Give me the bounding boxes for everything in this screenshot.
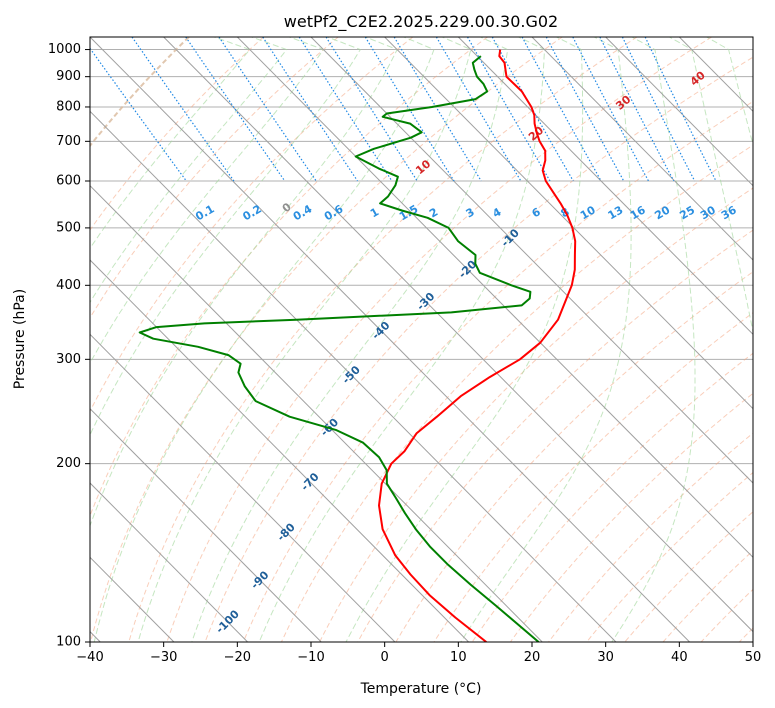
moist-adiabat-line: [137, 37, 472, 642]
x-axis-label: Temperature (°C): [360, 681, 482, 697]
x-tick-label: 20: [524, 650, 541, 665]
moist-adiabat-line: [90, 37, 251, 250]
dry-adiabat-line: [90, 37, 339, 319]
moist-adiabat-line: [345, 37, 584, 642]
temperature-series-line: [378, 49, 577, 642]
isotherm-line: [752, 37, 753, 38]
y-tick-label: 300: [56, 352, 81, 367]
moist-adiabat-line: [460, 37, 632, 642]
plot-background: [90, 37, 753, 642]
isotherm-line: [90, 333, 396, 642]
mixing-ratio-line: [644, 37, 717, 182]
mixing-ratio-line: [393, 37, 482, 182]
isotherm-line: [90, 259, 469, 642]
mixing-ratio-line: [262, 37, 359, 182]
x-tick-label: 30: [597, 650, 614, 665]
mixing-ratio-line: [599, 37, 675, 182]
y-tick-label: 200: [56, 456, 81, 471]
x-tick-label: −10: [297, 650, 324, 665]
x-tick-label: −30: [150, 650, 177, 665]
mixing-ratio-line: [325, 37, 418, 182]
mixing-ratio-line: [466, 37, 551, 182]
dry-adiabat-line: [204, 56, 753, 642]
isotherm-line: [236, 37, 753, 559]
moist-adiabat-line: [93, 37, 435, 642]
dry-adiabat-line: [128, 37, 638, 642]
x-tick-label: −40: [76, 650, 103, 665]
moist-adiabat-line: [191, 37, 509, 642]
dry-adiabat-line: [624, 511, 753, 642]
dewpoint-series-line: [138, 55, 540, 642]
dry-adiabat-line: [509, 392, 753, 642]
y-axis-label: Pressure (hPa): [12, 289, 28, 389]
plot-frame: [89, 36, 754, 643]
moist-adiabat-line: [90, 37, 398, 528]
mixing-ratio-line: [364, 37, 455, 182]
x-tick-label: 10: [450, 650, 467, 665]
isotherm-line: [384, 37, 753, 410]
mixing-ratio-line: [521, 37, 602, 182]
isotherm-line: [90, 407, 322, 642]
mixing-ratio-line: [185, 37, 286, 182]
x-tick-label: −20: [224, 650, 251, 665]
dry-adiabat-line: [319, 187, 753, 642]
dry-adiabat-line: [242, 100, 753, 642]
mixing-ratio-line: [621, 37, 696, 182]
y-tick-label: 900: [56, 69, 81, 84]
moist-adiabat-line: [90, 37, 362, 437]
y-tick-label: 500: [56, 220, 81, 235]
dry-adiabat-line: [395, 271, 753, 642]
moist-adiabat-line: [90, 37, 325, 365]
moist-adiabat-line: [705, 37, 753, 147]
mixing-ratio-line: [218, 37, 317, 182]
y-tick-label: 700: [56, 134, 81, 149]
isotherm-line: [163, 37, 753, 633]
isotherm-line: [90, 37, 690, 642]
mixing-ratio-line: [545, 37, 625, 182]
mixing-ratio-line: [90, 47, 187, 182]
moist-adiabat-line: [668, 37, 753, 335]
mixing-ratio-line: [572, 37, 650, 182]
moist-adiabat-line: [90, 37, 288, 304]
isotherm-line: [457, 37, 753, 336]
moist-adiabat-line: [611, 37, 696, 642]
dry-adiabat-line: [548, 432, 753, 642]
x-axis-ticks: −40 −30 −20 −10 0 10 20 30 40 50: [76, 642, 761, 665]
y-tick-label: 100: [56, 635, 81, 650]
y-tick-label: 600: [56, 173, 81, 188]
dry-adiabat-line: [90, 37, 190, 148]
y-tick-label: 400: [56, 278, 81, 293]
x-tick-label: 50: [745, 650, 762, 665]
isotherm-line: [90, 184, 543, 642]
y-tick-label: 800: [56, 99, 81, 114]
dry-adiabat-line: [280, 144, 753, 642]
mixing-ratio-line: [298, 37, 393, 182]
mixing-ratio-line: [435, 37, 522, 182]
isotherm-line: [90, 110, 617, 642]
isotherm-line: [90, 482, 248, 642]
dry-adiabat-line: [433, 312, 753, 642]
isotherms: [90, 37, 753, 642]
moist-adiabats: [90, 37, 753, 642]
moist-adiabat-line: [258, 37, 545, 642]
x-tick-label: 0: [381, 650, 389, 665]
y-axis-ticks: 100 200 300 400 500 600 700 800 900 1000: [48, 42, 90, 650]
dry-adiabat-line: [166, 37, 712, 642]
sounding-series: [138, 49, 577, 642]
x-tick-label: 40: [671, 650, 688, 665]
isotherm-line: [531, 37, 753, 261]
chart-title: wetPf2_C2E2.2025.229.00.30.G02: [284, 12, 558, 32]
y-tick-label: 1000: [48, 42, 81, 57]
isotherm-line: [605, 37, 753, 187]
